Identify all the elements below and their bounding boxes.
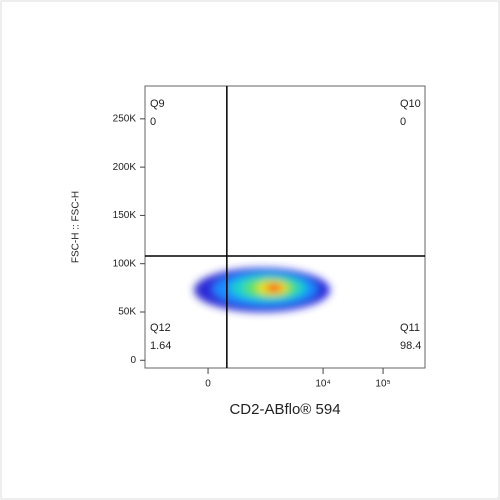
y-tick-label: 250K — [113, 113, 137, 124]
plot-frame — [144, 85, 426, 369]
y-tick-label: 200K — [113, 162, 137, 173]
y-tick-label: 50K — [118, 307, 136, 318]
quadrant-name: Q11 — [400, 322, 420, 334]
y-tick-label: 150K — [113, 210, 137, 221]
quadrant-value: 98.4 — [400, 340, 421, 352]
quadrant-name: Q12 — [150, 322, 171, 334]
x-tick-label: 10⁴ — [315, 379, 330, 390]
x-tick-label: 10⁵ — [375, 379, 390, 390]
quadrant-value: 1.64 — [150, 340, 171, 352]
quadrant-value: 0 — [150, 116, 156, 128]
x-tick-label: 0 — [205, 379, 211, 390]
quadrant-value: 0 — [400, 116, 406, 128]
y-axis-label: FSC-H :: FSC-H — [71, 191, 82, 263]
density-cloud — [194, 268, 330, 312]
quadrant-name: Q10 — [400, 98, 421, 110]
y-tick-label: 100K — [113, 258, 137, 269]
x-axis-label: CD2-ABflo® 594 — [229, 401, 340, 418]
quadrant-name: Q9 — [150, 98, 165, 110]
y-tick-label: 0 — [130, 355, 136, 366]
